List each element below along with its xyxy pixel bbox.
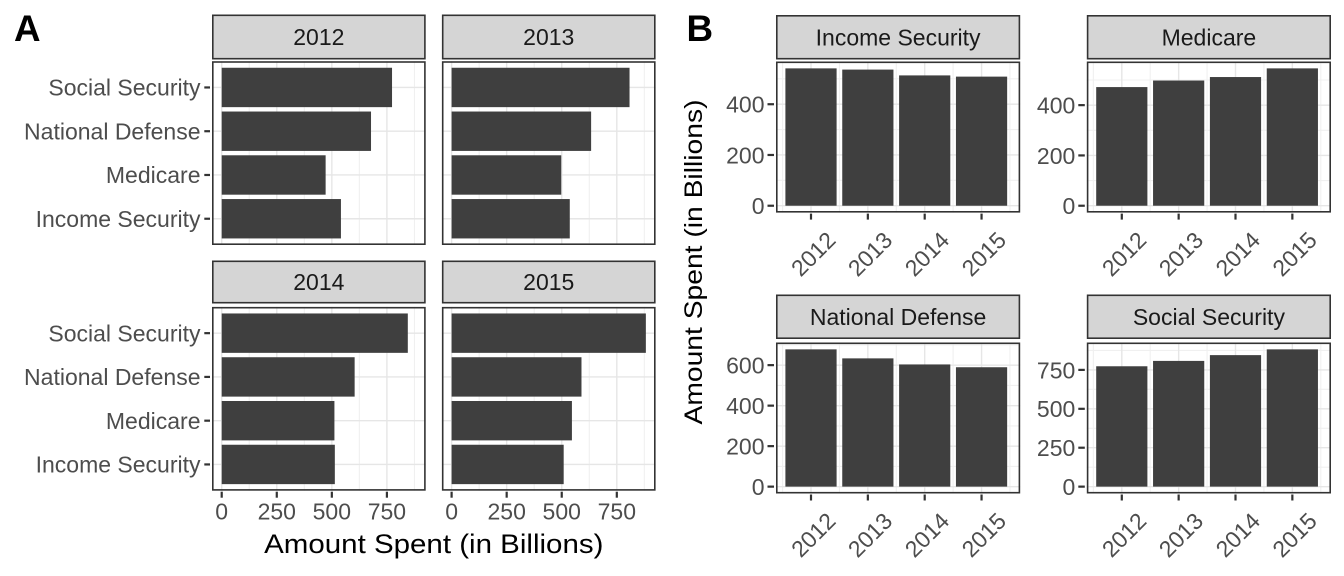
svg-text:0: 0 bbox=[445, 499, 458, 525]
svg-text:0: 0 bbox=[1063, 474, 1076, 500]
svg-text:Social Security: Social Security bbox=[1133, 304, 1286, 330]
svg-text:0: 0 bbox=[752, 474, 765, 500]
svg-text:Income Security: Income Security bbox=[36, 206, 201, 232]
svg-text:Medicare: Medicare bbox=[1162, 24, 1257, 50]
svg-text:600: 600 bbox=[726, 353, 764, 379]
svg-text:400: 400 bbox=[1037, 93, 1075, 119]
svg-text:2013: 2013 bbox=[523, 24, 574, 50]
svg-text:Social Security: Social Security bbox=[48, 320, 201, 346]
svg-text:2014: 2014 bbox=[293, 269, 344, 295]
svg-text:200: 200 bbox=[726, 142, 764, 168]
svg-text:0: 0 bbox=[752, 193, 765, 219]
svg-text:400: 400 bbox=[726, 92, 764, 118]
svg-text:500: 500 bbox=[543, 499, 581, 525]
svg-text:2012: 2012 bbox=[293, 24, 344, 50]
svg-text:Medicare: Medicare bbox=[106, 408, 201, 434]
svg-text:200: 200 bbox=[1037, 143, 1075, 169]
svg-text:500: 500 bbox=[1037, 396, 1075, 422]
svg-text:National Defense: National Defense bbox=[24, 118, 200, 144]
svg-text:A: A bbox=[14, 8, 41, 49]
svg-text:Income Security: Income Security bbox=[816, 24, 981, 50]
svg-text:250: 250 bbox=[487, 499, 525, 525]
svg-text:750: 750 bbox=[1037, 357, 1075, 383]
svg-text:Amount Spent (in Billions): Amount Spent (in Billions) bbox=[264, 529, 603, 559]
svg-text:500: 500 bbox=[313, 499, 351, 525]
svg-text:National Defense: National Defense bbox=[810, 304, 986, 330]
svg-text:0: 0 bbox=[1063, 193, 1076, 219]
svg-text:0: 0 bbox=[215, 499, 228, 525]
svg-text:Amount Spent (in Billions): Amount Spent (in Billions) bbox=[680, 100, 708, 425]
svg-text:Medicare: Medicare bbox=[106, 162, 201, 188]
svg-text:750: 750 bbox=[368, 499, 406, 525]
svg-text:250: 250 bbox=[1037, 435, 1075, 461]
svg-text:750: 750 bbox=[598, 499, 636, 525]
svg-text:B: B bbox=[687, 8, 714, 49]
svg-text:Income Security: Income Security bbox=[36, 452, 201, 478]
svg-text:200: 200 bbox=[726, 434, 764, 460]
svg-text:400: 400 bbox=[726, 393, 764, 419]
svg-text:2015: 2015 bbox=[523, 269, 574, 295]
svg-text:Social Security: Social Security bbox=[48, 75, 201, 101]
svg-text:250: 250 bbox=[258, 499, 296, 525]
svg-text:National Defense: National Defense bbox=[24, 364, 200, 390]
